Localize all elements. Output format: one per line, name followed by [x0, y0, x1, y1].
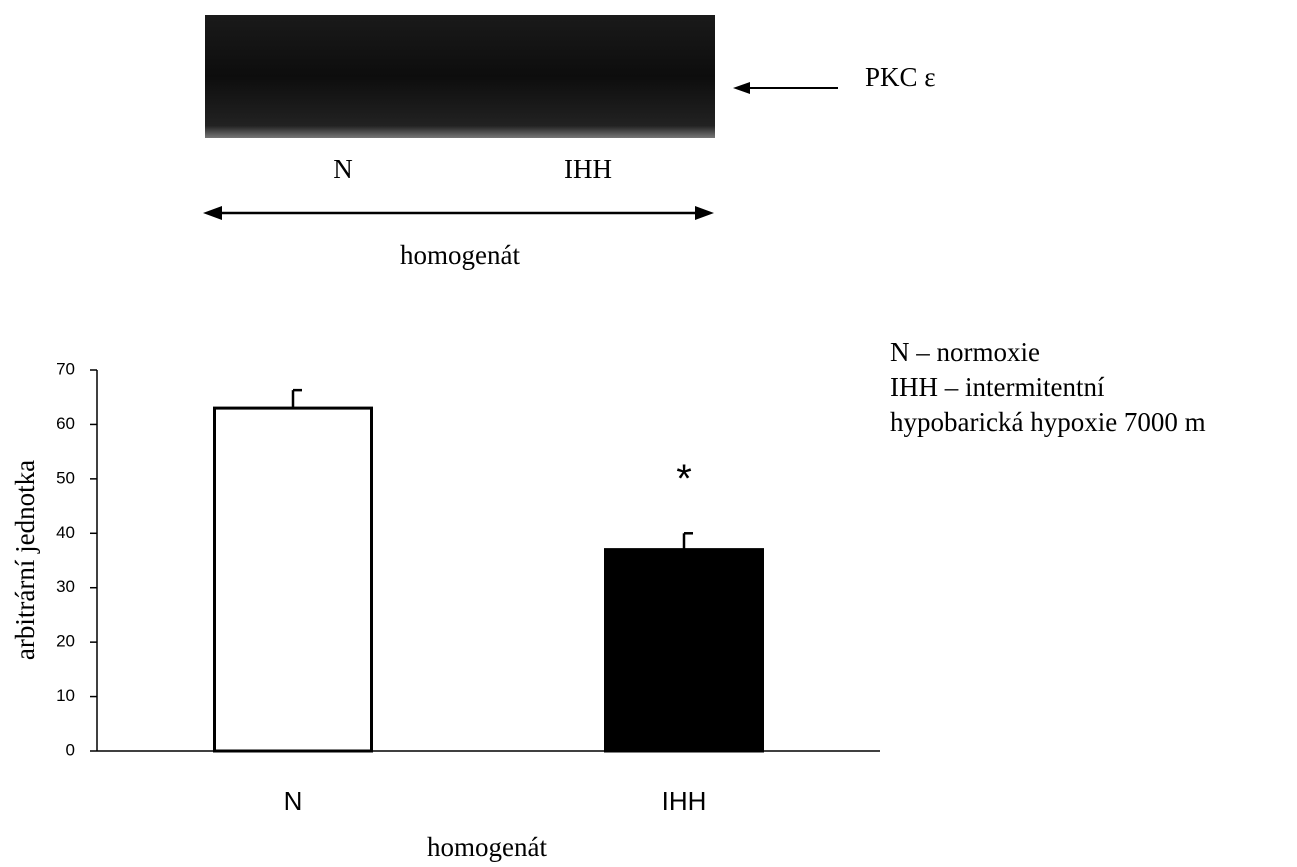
x-tick-label: N — [284, 786, 303, 816]
fraction-label: homogenát — [400, 240, 520, 270]
y-tick-label: 50 — [56, 468, 75, 487]
protein-label: PKC ε — [865, 62, 936, 92]
lane-label: IHH — [564, 154, 612, 184]
note: N – normoxie — [890, 337, 1040, 367]
y-axis-label: arbitrární jednotka — [10, 460, 40, 660]
y-tick-label: 30 — [56, 577, 75, 596]
y-tick-label: 70 — [56, 359, 75, 378]
y-tick-label: 20 — [56, 632, 75, 651]
y-tick-label: 60 — [56, 414, 75, 433]
x-axis-label: homogenát — [427, 832, 547, 862]
note: IHH – intermitentní — [890, 372, 1105, 402]
bar — [604, 548, 764, 753]
note: hypobarická hypoxie 7000 m — [890, 407, 1206, 437]
arrow-head — [733, 82, 750, 94]
y-tick-label: 40 — [56, 523, 75, 542]
arrow-head — [695, 206, 714, 220]
x-tick-label: IHH — [662, 786, 707, 816]
annotation: * — [676, 457, 692, 501]
bar — [213, 406, 373, 753]
y-tick-label: 10 — [56, 686, 75, 705]
lane-label: N — [333, 154, 353, 184]
y-tick-label: 0 — [66, 740, 75, 759]
blot-image — [205, 15, 715, 138]
arrow-head — [203, 206, 222, 220]
